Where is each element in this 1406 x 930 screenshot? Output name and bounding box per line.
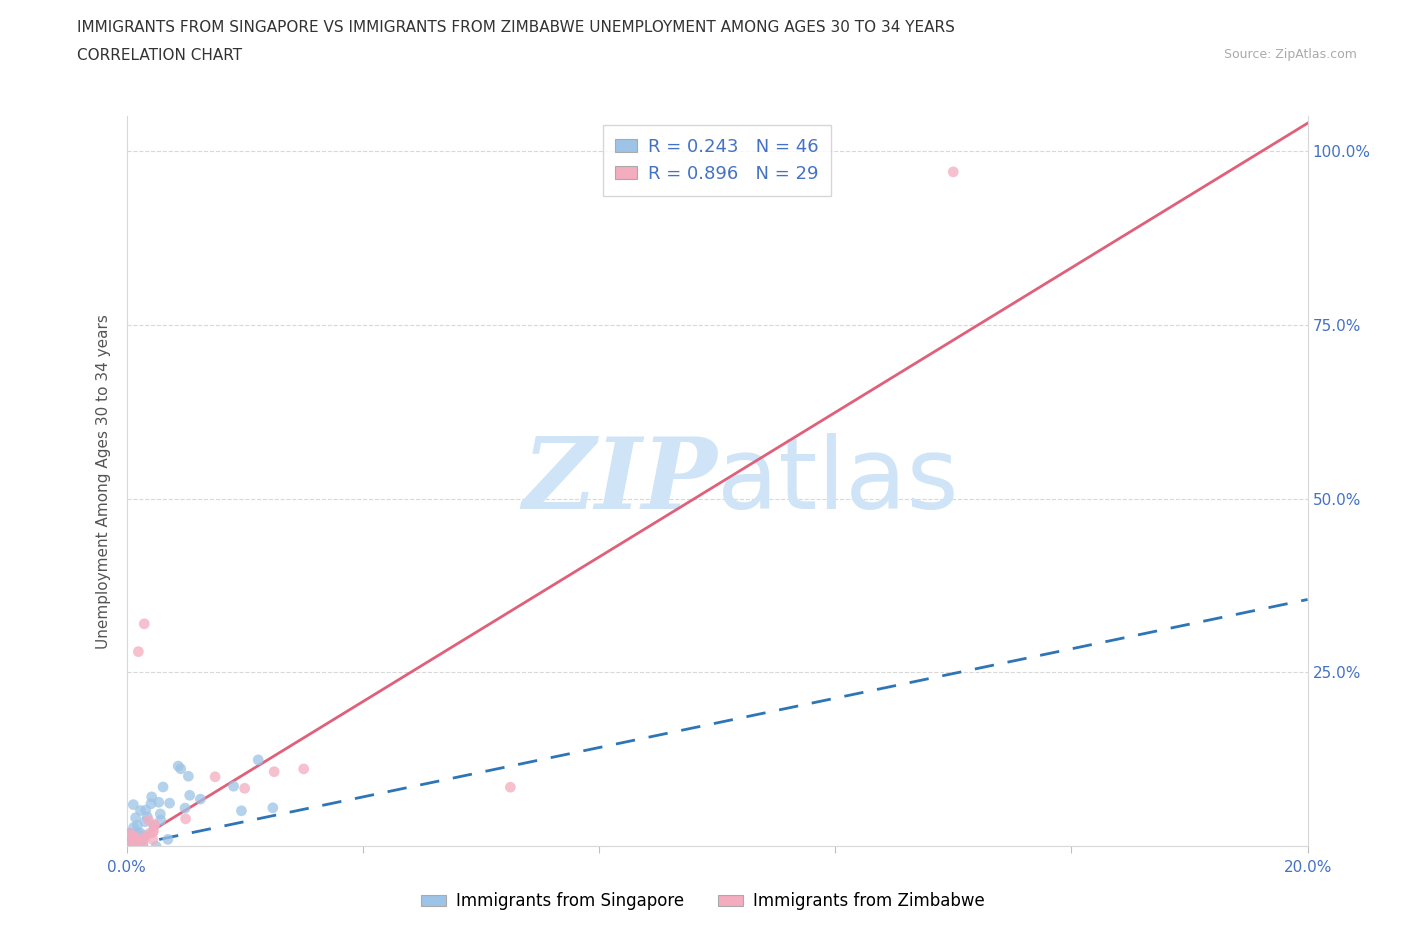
Point (204, 769, 226, 784)
Point (122, 835, 145, 850)
Point (152, 779, 174, 794)
Point (190, 791, 212, 806)
Point (132, 839, 155, 854)
Text: ZIP: ZIP (522, 433, 717, 529)
Point (156, 832, 179, 847)
Point (139, 796, 162, 811)
Point (263, 764, 285, 779)
Point (233, 781, 256, 796)
Point (135, 803, 157, 817)
Point (121, 828, 143, 843)
Point (134, 617, 156, 631)
Point (118, 826, 141, 841)
Point (142, 824, 165, 839)
Point (121, 827, 143, 842)
Text: CORRELATION CHART: CORRELATION CHART (77, 48, 242, 63)
Point (136, 809, 159, 824)
Point (122, 832, 145, 847)
Point (174, 801, 197, 816)
Point (942, 165, 965, 179)
Point (124, 830, 146, 844)
Point (149, 806, 172, 821)
Point (145, 839, 167, 854)
Point (124, 810, 146, 825)
Point (120, 833, 142, 848)
Point (292, 762, 315, 777)
Point (159, 796, 181, 811)
Point (127, 826, 149, 841)
Point (142, 832, 165, 847)
Point (127, 644, 149, 659)
Point (132, 832, 155, 847)
Point (118, 826, 141, 841)
Text: atlas: atlas (717, 432, 959, 530)
Point (143, 817, 166, 832)
Point (148, 795, 170, 810)
Point (177, 769, 200, 784)
Point (121, 839, 143, 854)
Point (142, 825, 165, 840)
Point (122, 833, 145, 848)
Point (247, 752, 270, 767)
Point (127, 817, 149, 832)
Point (179, 788, 201, 803)
Point (117, 834, 139, 849)
Point (125, 834, 148, 849)
Text: IMMIGRANTS FROM SINGAPORE VS IMMIGRANTS FROM ZIMBABWE UNEMPLOYMENT AMONG AGES 30: IMMIGRANTS FROM SINGAPORE VS IMMIGRANTS … (77, 20, 955, 35)
Point (120, 835, 142, 850)
Point (135, 828, 157, 843)
Point (122, 797, 145, 812)
Point (120, 828, 142, 843)
Point (117, 838, 139, 853)
Point (134, 830, 156, 844)
Point (127, 833, 149, 848)
Point (142, 818, 165, 833)
Point (117, 826, 139, 841)
Point (129, 804, 152, 818)
Point (124, 838, 146, 853)
Point (138, 826, 160, 841)
Point (117, 832, 139, 847)
Point (141, 790, 163, 804)
Point (115, 837, 138, 852)
Legend: Immigrants from Singapore, Immigrants from Zimbabwe: Immigrants from Singapore, Immigrants fr… (415, 885, 991, 917)
Legend: R = 0.243   N = 46, R = 0.896   N = 29: R = 0.243 N = 46, R = 0.896 N = 29 (603, 126, 831, 195)
Point (118, 834, 141, 849)
Point (124, 837, 146, 852)
Point (129, 825, 152, 840)
Point (120, 835, 142, 850)
Point (149, 813, 172, 828)
Point (143, 818, 166, 833)
Point (174, 811, 197, 826)
Point (132, 837, 155, 852)
Point (231, 804, 253, 818)
Point (122, 820, 145, 835)
Point (499, 779, 522, 794)
Y-axis label: Unemployment Among Ages 30 to 34 years: Unemployment Among Ages 30 to 34 years (96, 313, 111, 649)
Point (134, 815, 156, 830)
Point (262, 801, 284, 816)
Point (167, 759, 190, 774)
Point (118, 826, 141, 841)
Point (222, 778, 245, 793)
Point (170, 762, 193, 777)
Text: Source: ZipAtlas.com: Source: ZipAtlas.com (1223, 48, 1357, 61)
Point (138, 813, 160, 828)
